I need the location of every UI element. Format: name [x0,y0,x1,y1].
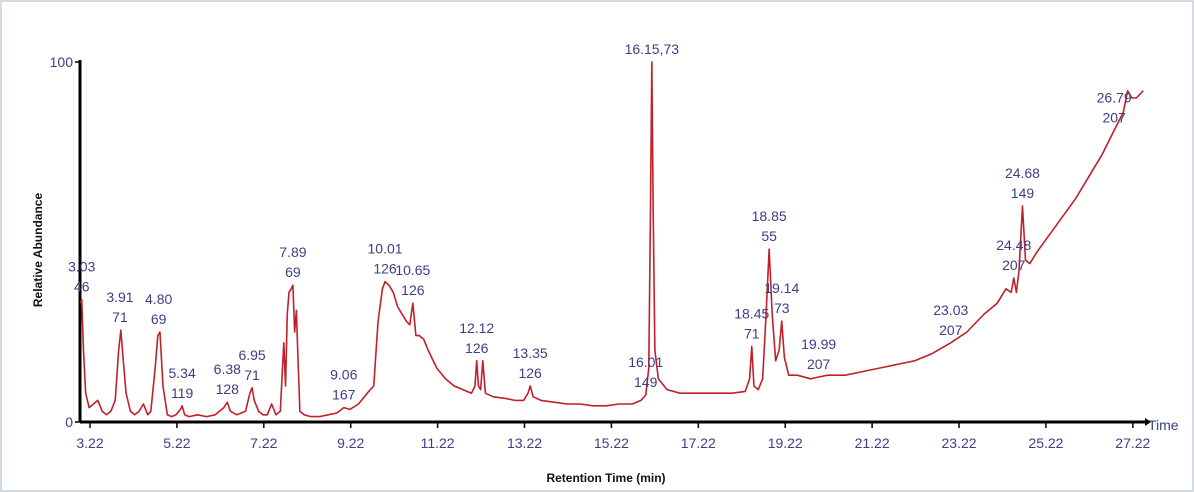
peak-label: 3.03 [68,259,95,275]
peak-label: 207 [807,356,831,372]
x-tick-label: 13.22 [507,435,542,451]
x-tick-label: 15.22 [594,435,629,451]
peak-label: 12.12 [459,320,494,336]
peak-label: 4.80 [145,291,172,307]
peak-label: 167 [332,387,356,403]
peak-label: 19.14 [764,280,799,296]
peak-label: 71 [244,367,260,383]
peak-label: 6.38 [214,361,241,377]
peak-label: 13.35 [513,345,548,361]
peak-label: 24.68 [1005,165,1040,181]
peak-label: 55 [761,228,777,244]
peak-label: 126 [373,261,397,277]
x-tick-label: 27.22 [1115,435,1150,451]
peak-label: 9.06 [330,367,357,383]
peak-label: 3.91 [106,289,133,305]
peak-label: 69 [285,264,301,280]
x-tick-label: 7.22 [250,435,277,451]
peak-label: 71 [744,325,760,341]
peak-label: 149 [1011,185,1035,201]
peak-label: 207 [1102,109,1126,125]
peak-label: 207 [939,322,963,338]
peak-label: 46 [74,279,90,295]
peak-label: 18.45 [734,305,769,321]
x-tick-label: 17.22 [681,435,716,451]
x-axis-title: Retention Time (min) [546,471,665,485]
x-axis-end-label: Time [1148,417,1179,433]
x-tick-label: 9.22 [337,435,364,451]
peak-label: 6.95 [238,347,265,363]
y-tick-label: 0 [65,414,73,430]
peak-label: 18.85 [752,208,787,224]
peak-label: 7.89 [279,244,306,260]
peak-label: 16.01 [628,354,663,370]
peak-label: 119 [171,385,194,401]
peak-label: 26.79 [1097,89,1132,105]
peak-label: 5.34 [168,365,195,381]
peak-label: 126 [518,365,542,381]
x-axis-arrow [1145,418,1151,426]
x-tick-label: 23.22 [942,435,977,451]
peak-label: 128 [216,381,240,397]
peak-label: 73 [774,300,790,316]
peak-label: 149 [634,374,658,390]
x-tick-label: 25.22 [1028,435,1063,451]
y-axis-title: Relative Abundance [31,193,45,308]
peak-label: 16.15,73 [625,41,680,57]
y-tick-label: 100 [50,54,74,70]
peak-label: 69 [151,311,167,327]
peak-label: 207 [1002,257,1026,273]
x-tick-label: 5.22 [163,435,190,451]
peak-label: 19.99 [801,336,836,352]
x-tick-label: 21.22 [855,435,890,451]
peak-label: 71 [112,309,128,325]
trace [79,61,1144,418]
peak-label: 10.01 [368,241,403,257]
peak-label: 126 [401,282,425,298]
peak-label: 126 [465,340,489,356]
x-tick-label: 11.22 [421,435,455,451]
peak-label: 23.03 [933,302,968,318]
peak-label: 24.48 [996,237,1031,253]
x-tick-label: 3.22 [76,435,103,451]
peak-label: 10.65 [395,262,430,278]
x-tick-label: 19.22 [768,435,803,451]
